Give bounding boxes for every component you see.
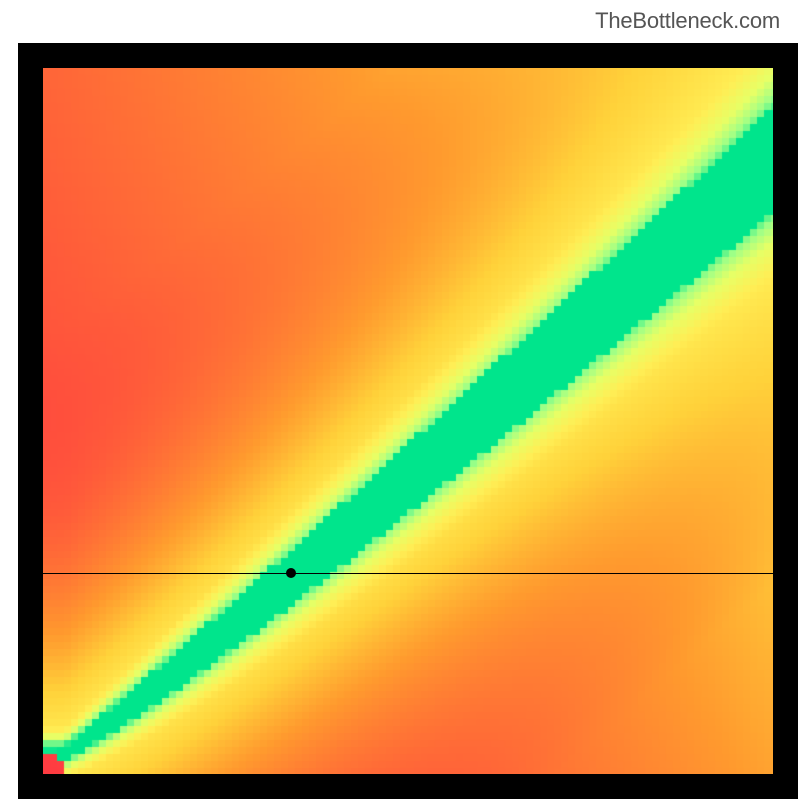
crosshair-horizontal [43, 573, 773, 574]
marker-dot [286, 568, 296, 578]
chart-container: TheBottleneck.com [0, 0, 800, 800]
heatmap-canvas [43, 68, 773, 774]
plot-area [43, 68, 773, 774]
attribution-text: TheBottleneck.com [595, 8, 780, 34]
